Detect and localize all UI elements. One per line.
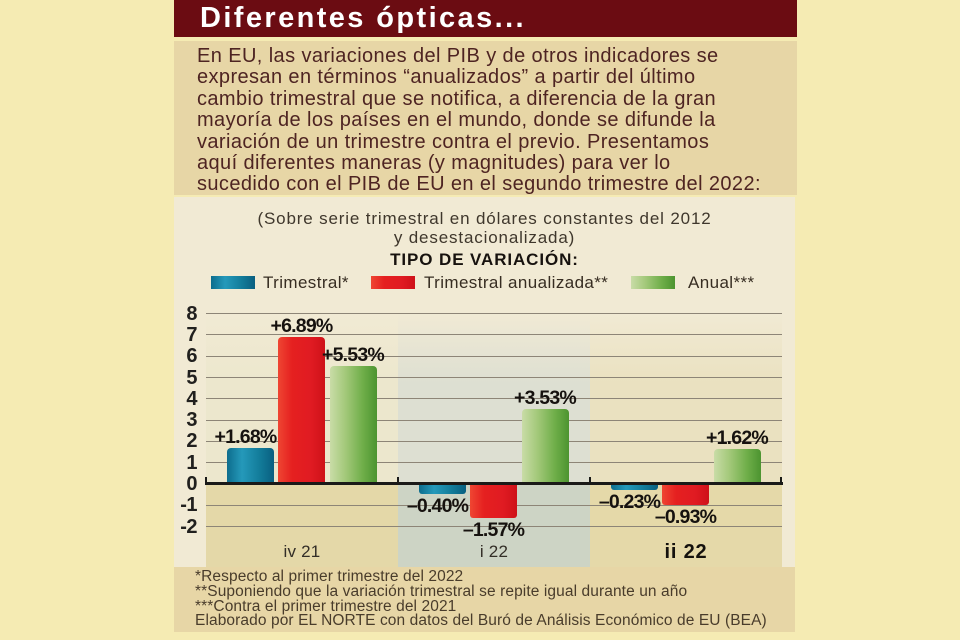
bar-trimestral bbox=[419, 485, 466, 494]
page-title: Diferentes ópticas... bbox=[200, 2, 526, 34]
category-label: ii 22 bbox=[664, 541, 708, 563]
gridline bbox=[206, 355, 782, 357]
y-axis-tick-label: 5 bbox=[186, 366, 197, 389]
category-label: i 22 bbox=[479, 542, 509, 561]
bar-value-label: +3.53% bbox=[514, 386, 577, 409]
intro-line: mayoría de los países en el mundo, donde… bbox=[197, 109, 716, 132]
footnote-line: ***Contra el primer trimestre del 2021 bbox=[195, 597, 457, 615]
bar-value-label: +1.62% bbox=[706, 427, 769, 450]
y-axis-tick-label: 0 bbox=[186, 473, 197, 495]
legend-label: Trimestral anualizada** bbox=[424, 273, 609, 292]
footnotes-block: *Respecto al primer trimestre del 2022 **… bbox=[174, 567, 795, 632]
footnote-line: **Suponiendo que la variación trimestral… bbox=[195, 582, 688, 600]
y-axis-tick-label: -1 bbox=[180, 494, 197, 517]
intro-line: cambio trimestral que se notifica, a dif… bbox=[197, 87, 717, 110]
bar-anual bbox=[521, 408, 569, 484]
gridline bbox=[206, 398, 782, 400]
bar-value-label: +1.68% bbox=[214, 426, 278, 449]
legend-swatch bbox=[211, 276, 255, 289]
bar-value-label: –0.93% bbox=[654, 505, 717, 528]
intro-line: aquí diferentes maneras (y magnitudes) p… bbox=[197, 152, 671, 175]
bar-trimestral bbox=[227, 448, 274, 484]
intro-line: En EU, las variaciones del PIB y de otro… bbox=[197, 45, 719, 67]
gridline bbox=[206, 462, 782, 464]
bar-value-label: –0.23% bbox=[598, 490, 661, 513]
y-axis-tick-label: 3 bbox=[186, 409, 197, 432]
gridline bbox=[206, 313, 782, 315]
x-axis-tick bbox=[589, 477, 591, 483]
x-axis-line bbox=[205, 482, 783, 485]
legend-label: Trimestral* bbox=[263, 273, 349, 292]
y-axis-tick-label: 1 bbox=[186, 451, 197, 474]
x-axis-tick bbox=[780, 477, 782, 483]
header-bar: Diferentes ópticas... bbox=[174, 0, 797, 37]
footnote-line: Elaborado por EL NORTE con datos del Bur… bbox=[195, 612, 767, 630]
legend-title: TIPO DE VARIACIÓN: bbox=[390, 250, 579, 269]
x-axis-tick bbox=[397, 477, 399, 483]
bar-trimestral-anualizada bbox=[470, 485, 517, 519]
gridline bbox=[206, 377, 782, 378]
bar-anual bbox=[329, 366, 377, 484]
gridline bbox=[206, 334, 782, 336]
legend-swatch bbox=[631, 276, 675, 289]
chart-subtitle: (Sobre serie trimestral en dólares const… bbox=[174, 209, 795, 248]
category-label: iv 21 bbox=[283, 542, 321, 561]
bar-value-label: –1.57% bbox=[462, 519, 525, 542]
y-axis-tick-label: 8 bbox=[186, 302, 197, 325]
y-axis-tick-label: 4 bbox=[186, 387, 197, 410]
legend-label: Anual*** bbox=[688, 273, 755, 292]
subtitle-line: (Sobre serie trimestral en dólares const… bbox=[257, 209, 712, 228]
subtitle-line: y desestacionalizada) bbox=[393, 228, 576, 248]
footnotes-text: *Respecto al primer trimestre del 2022 **… bbox=[195, 568, 767, 630]
footnote-line: *Respecto al primer trimestre del 2022 bbox=[195, 568, 464, 585]
intro-text: En EU, las variaciones del PIB y de otro… bbox=[197, 45, 761, 196]
bar-trimestral bbox=[611, 485, 658, 490]
y-axis-tick-label: 6 bbox=[186, 345, 197, 368]
bar-trimestral-anualizada bbox=[278, 337, 325, 484]
column-band bbox=[590, 313, 782, 567]
y-axis-tick-label: 7 bbox=[186, 323, 197, 346]
intro-line: variación de un trimestre contra el prev… bbox=[197, 130, 710, 153]
bar-value-label: –0.40% bbox=[406, 494, 469, 517]
bar-value-label: +5.53% bbox=[322, 344, 385, 367]
y-axis-tick-label: 2 bbox=[186, 430, 197, 453]
gridline bbox=[206, 440, 782, 442]
intro-block: En EU, las variaciones del PIB y de otro… bbox=[174, 41, 797, 195]
bar-anual bbox=[713, 449, 761, 484]
y-axis-tick-label: -2 bbox=[180, 515, 197, 538]
intro-line: expresan en términos “anualizados” a par… bbox=[197, 66, 696, 89]
intro-line: sucedido con el PIB de EU en el segundo … bbox=[197, 173, 761, 196]
x-axis-tick bbox=[205, 477, 207, 483]
bar-value-label: +6.89% bbox=[270, 315, 334, 338]
gridline bbox=[206, 526, 782, 528]
bar-trimestral-anualizada bbox=[662, 485, 709, 505]
legend-swatch bbox=[371, 276, 415, 289]
gridline bbox=[206, 419, 782, 421]
